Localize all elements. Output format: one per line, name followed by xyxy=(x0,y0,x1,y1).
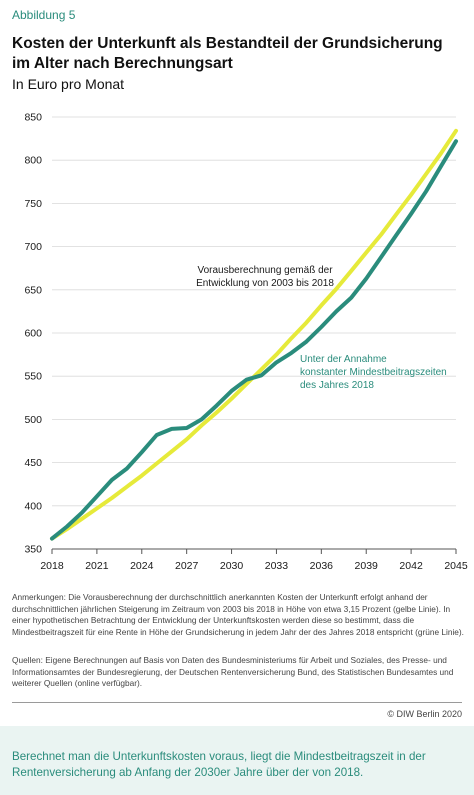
sources-text: Quellen: Eigene Berechnungen auf Basis v… xyxy=(12,655,454,689)
annotation-yellow-line-2: Entwicklung von 2003 bis 2018 xyxy=(196,278,334,289)
y-tick-label-550: 550 xyxy=(24,371,42,383)
x-tick-label-2042: 2042 xyxy=(399,560,423,572)
y-tick-label-750: 750 xyxy=(24,198,42,210)
footer-box xyxy=(0,726,474,795)
y-tick-label-850: 850 xyxy=(24,112,42,124)
x-axis-ticks: 2018 2021 2024 2027 2030 2033 2036 2039 2042 2045 xyxy=(40,549,468,572)
notes-text: Anmerkungen: Die Vorausberechnung der du… xyxy=(12,592,464,637)
divider xyxy=(12,702,462,703)
series-lines xyxy=(50,128,458,541)
annotation-green-line: Unter der Annahme konstanter Mindestbeit… xyxy=(300,353,470,392)
y-tick-label-600: 600 xyxy=(24,328,42,340)
annotation-yellow-line: Vorausberechnung gemäß der Entwicklung v… xyxy=(185,264,345,290)
y-tick-label-450: 450 xyxy=(24,457,42,469)
annotation-yellow-line-1: Vorausberechnung gemäß der xyxy=(197,265,333,276)
annotation-green-line-3: des Jahres 2018 xyxy=(300,380,374,391)
annotation-green-line-1: Unter der Annahme xyxy=(300,354,387,365)
x-tick-label-2021: 2021 xyxy=(85,560,109,572)
x-tick-label-2045: 2045 xyxy=(444,560,468,572)
x-tick-label-2027: 2027 xyxy=(175,560,199,572)
y-tick-label-350: 350 xyxy=(24,544,42,556)
x-tick-label-2036: 2036 xyxy=(310,560,334,572)
figure-label: Abbildung 5 xyxy=(12,8,76,22)
y-axis-ticks: 350 400 450 500 550 600 650 700 750 800 850 xyxy=(24,112,42,556)
y-tick-label-800: 800 xyxy=(24,155,42,167)
chart-subtitle: In Euro pro Monat xyxy=(12,76,125,92)
annotation-green-line-2: konstanter Mindestbeitragszeiten xyxy=(300,367,447,378)
series-line-green xyxy=(50,139,458,541)
gridlines xyxy=(52,116,456,550)
y-tick-label-500: 500 xyxy=(24,414,42,426)
x-tick-label-2030: 2030 xyxy=(220,560,244,572)
copyright: © DIW Berlin 2020 xyxy=(387,709,462,719)
footer-text: Berechnet man die Unterkunftskosten vora… xyxy=(12,750,426,779)
x-tick-label-2033: 2033 xyxy=(265,560,289,572)
x-tick-label-2024: 2024 xyxy=(130,560,154,572)
y-tick-label-400: 400 xyxy=(24,500,42,512)
y-tick-label-650: 650 xyxy=(24,284,42,296)
x-tick-label-2039: 2039 xyxy=(355,560,379,572)
x-tick-label-2018: 2018 xyxy=(40,560,64,572)
y-tick-label-700: 700 xyxy=(24,241,42,253)
chart-title: Kosten der Unterkunft als Bestandteil de… xyxy=(12,35,443,72)
